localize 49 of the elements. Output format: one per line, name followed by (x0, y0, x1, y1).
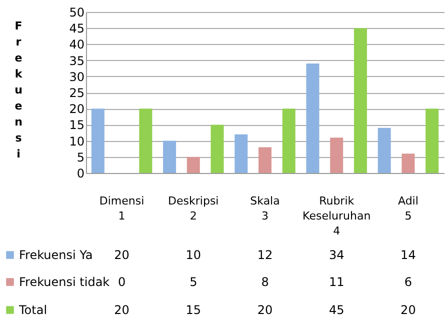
data-label: 20 (114, 248, 130, 262)
bar (354, 28, 367, 173)
y-tick-label: 15 (69, 118, 84, 132)
bar (306, 64, 320, 173)
bar (210, 124, 224, 173)
bar (426, 108, 439, 173)
bar (186, 156, 200, 173)
data-label: 8 (261, 275, 269, 289)
x-tick-label: Adil 5 (398, 194, 418, 222)
data-label: 0 (118, 275, 126, 289)
y-tick-label: 25 (69, 86, 84, 100)
data-label: 15 (186, 303, 202, 317)
y-tick-label: 5 (76, 150, 84, 164)
data-label: 10 (186, 248, 202, 262)
legend-label: Frekuensi Ya (19, 248, 93, 262)
bar (258, 147, 272, 173)
y-tick-label: 40 (69, 38, 84, 52)
y-tick-label: 10 (69, 134, 84, 148)
data-label: 6 (404, 275, 412, 289)
bar (139, 108, 152, 173)
y-tick-label: 30 (69, 70, 84, 84)
bar (330, 138, 344, 173)
y-tick-label: 0 (76, 166, 84, 180)
data-label: 20 (114, 303, 130, 317)
y-tick-label: 50 (69, 6, 84, 20)
y-tick-label: 20 (69, 102, 84, 116)
text: Frekuensi (14, 20, 22, 160)
data-label: 20 (400, 303, 416, 317)
bar (163, 140, 176, 173)
bar (402, 154, 415, 173)
data-label: 34 (328, 248, 344, 262)
x-tick-label: Rubrik Keseluruhan 4 (302, 194, 371, 238)
data-label: 14 (400, 248, 416, 262)
data-label: 20 (257, 303, 273, 317)
bar (234, 134, 248, 173)
data-label: 11 (328, 275, 344, 289)
x-tick-label: Dimensi 1 (99, 194, 144, 222)
bar (282, 108, 296, 173)
x-tick-label: Deskripsi 2 (168, 194, 219, 222)
y-tick-label: 35 (69, 54, 84, 68)
y-tick-label: 45 (69, 22, 84, 36)
legend-label: Total (18, 303, 48, 317)
legend-label: Frekuensi tidak (19, 275, 110, 289)
data-label: 5 (190, 275, 198, 289)
x-tick-label: Skala 3 (250, 194, 280, 222)
bar (91, 108, 104, 173)
data-label: 12 (257, 248, 273, 262)
bar (378, 128, 391, 173)
data-label: 45 (328, 303, 344, 317)
